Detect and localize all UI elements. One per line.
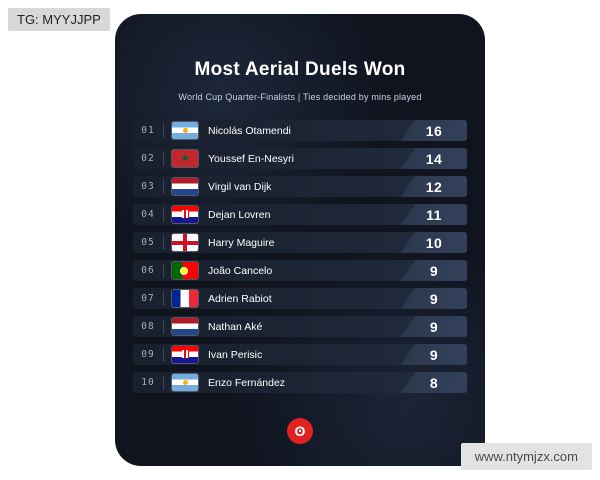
player-name: Nicolás Otamendi [208, 124, 291, 137]
england-flag [172, 234, 198, 251]
logo-glyph: ʘ [294, 423, 306, 439]
duels-won-value: 8 [429, 374, 439, 391]
row-divider [163, 179, 164, 194]
value-chip: 9 [401, 316, 467, 337]
rank-number: 09 [141, 349, 155, 360]
player-name: Harry Maguire [208, 236, 275, 249]
value-chip: 9 [401, 260, 467, 281]
row-background [133, 316, 467, 337]
player-name: Youssef En-Nesyri [208, 152, 294, 165]
row-divider [163, 207, 164, 222]
row-divider [163, 235, 164, 250]
rank-number: 08 [141, 321, 155, 332]
row-divider [163, 123, 164, 138]
table-row: 02 Youssef En-Nesyri 14 [133, 146, 467, 171]
table-row: 05 Harry Maguire 10 [133, 230, 467, 255]
row-divider [163, 291, 164, 306]
rank-number: 05 [141, 237, 155, 248]
row-background [133, 372, 467, 393]
page-title: Most Aerial Duels Won [194, 59, 406, 80]
duels-won-value: 14 [425, 150, 443, 167]
table-row: 07 Adrien Rabiot 9 [133, 286, 467, 311]
rank-number: 01 [141, 125, 155, 136]
rank-number: 07 [141, 293, 155, 304]
table-row: 09 Ivan Perisic 9 [133, 342, 467, 367]
rank-number: 10 [141, 377, 155, 388]
duels-won-value: 10 [425, 234, 443, 251]
player-name: Ivan Perisic [208, 348, 263, 361]
duels-won-value: 16 [425, 122, 443, 139]
rank-number: 02 [141, 153, 155, 164]
watermark-overlay: www.ntymjzx.com [460, 443, 592, 470]
row-divider [163, 375, 164, 390]
player-name: João Cancelo [208, 264, 273, 277]
croatia-flag [172, 346, 198, 363]
morocco-flag [172, 150, 198, 167]
value-chip: 16 [401, 120, 467, 141]
table-row: 06 João Cancelo 9 [133, 258, 467, 283]
table-row: 04 Dejan Lovren 11 [133, 202, 467, 227]
player-name: Dejan Lovren [208, 208, 271, 221]
argentina-flag [172, 122, 198, 139]
duels-won-value: 9 [429, 262, 439, 279]
duels-won-value: 9 [429, 290, 439, 307]
chart-subtitle: World Cup Quarter-Finalists | Ties decid… [178, 92, 422, 102]
brand-logo-icon: ʘ [287, 418, 313, 444]
value-chip: 12 [401, 176, 467, 197]
rank-number: 04 [141, 209, 155, 220]
infographic-card: Most Aerial Duels Won World Cup Quarter-… [115, 14, 485, 466]
row-divider [163, 151, 164, 166]
row-divider [163, 319, 164, 334]
duels-won-value: 9 [429, 346, 439, 363]
duels-won-value: 9 [429, 318, 439, 335]
value-chip: 8 [401, 372, 467, 393]
value-chip: 10 [401, 232, 467, 253]
value-chip: 9 [401, 288, 467, 309]
row-background [133, 176, 467, 197]
player-name: Nathan Aké [208, 320, 263, 333]
row-background [133, 288, 467, 309]
row-background [133, 148, 467, 169]
netherlands-flag [172, 318, 198, 335]
row-background [133, 232, 467, 253]
duels-won-value: 11 [426, 206, 442, 223]
rank-number: 06 [141, 265, 155, 276]
value-chip: 11 [401, 204, 467, 225]
ranking-list: 01 Nicolás Otamendi 16 02 Youssef En-Nesyri 1… [115, 118, 485, 395]
value-chip: 9 [401, 344, 467, 365]
table-row: 03 Virgil van Dijk 12 [133, 174, 467, 199]
row-divider [163, 347, 164, 362]
table-row: 08 Nathan Aké 9 [133, 314, 467, 339]
row-background [133, 204, 467, 225]
row-background [133, 344, 467, 365]
row-background [133, 260, 467, 281]
portugal-flag [172, 262, 198, 279]
row-divider [163, 263, 164, 278]
player-name: Virgil van Dijk [208, 180, 272, 193]
croatia-flag [172, 206, 198, 223]
duels-won-value: 12 [425, 178, 443, 195]
player-name: Adrien Rabiot [208, 292, 272, 305]
value-chip: 14 [401, 148, 467, 169]
player-name: Enzo Fernández [208, 376, 286, 389]
rank-number: 03 [141, 181, 155, 192]
row-background [133, 120, 467, 141]
france-flag [172, 290, 198, 307]
netherlands-flag [172, 178, 198, 195]
table-row: 10 Enzo Fernández 8 [133, 370, 467, 395]
tg-tag-overlay: TG: MYYJJPP [8, 8, 110, 31]
argentina-flag [172, 374, 198, 391]
table-row: 01 Nicolás Otamendi 16 [133, 118, 467, 143]
